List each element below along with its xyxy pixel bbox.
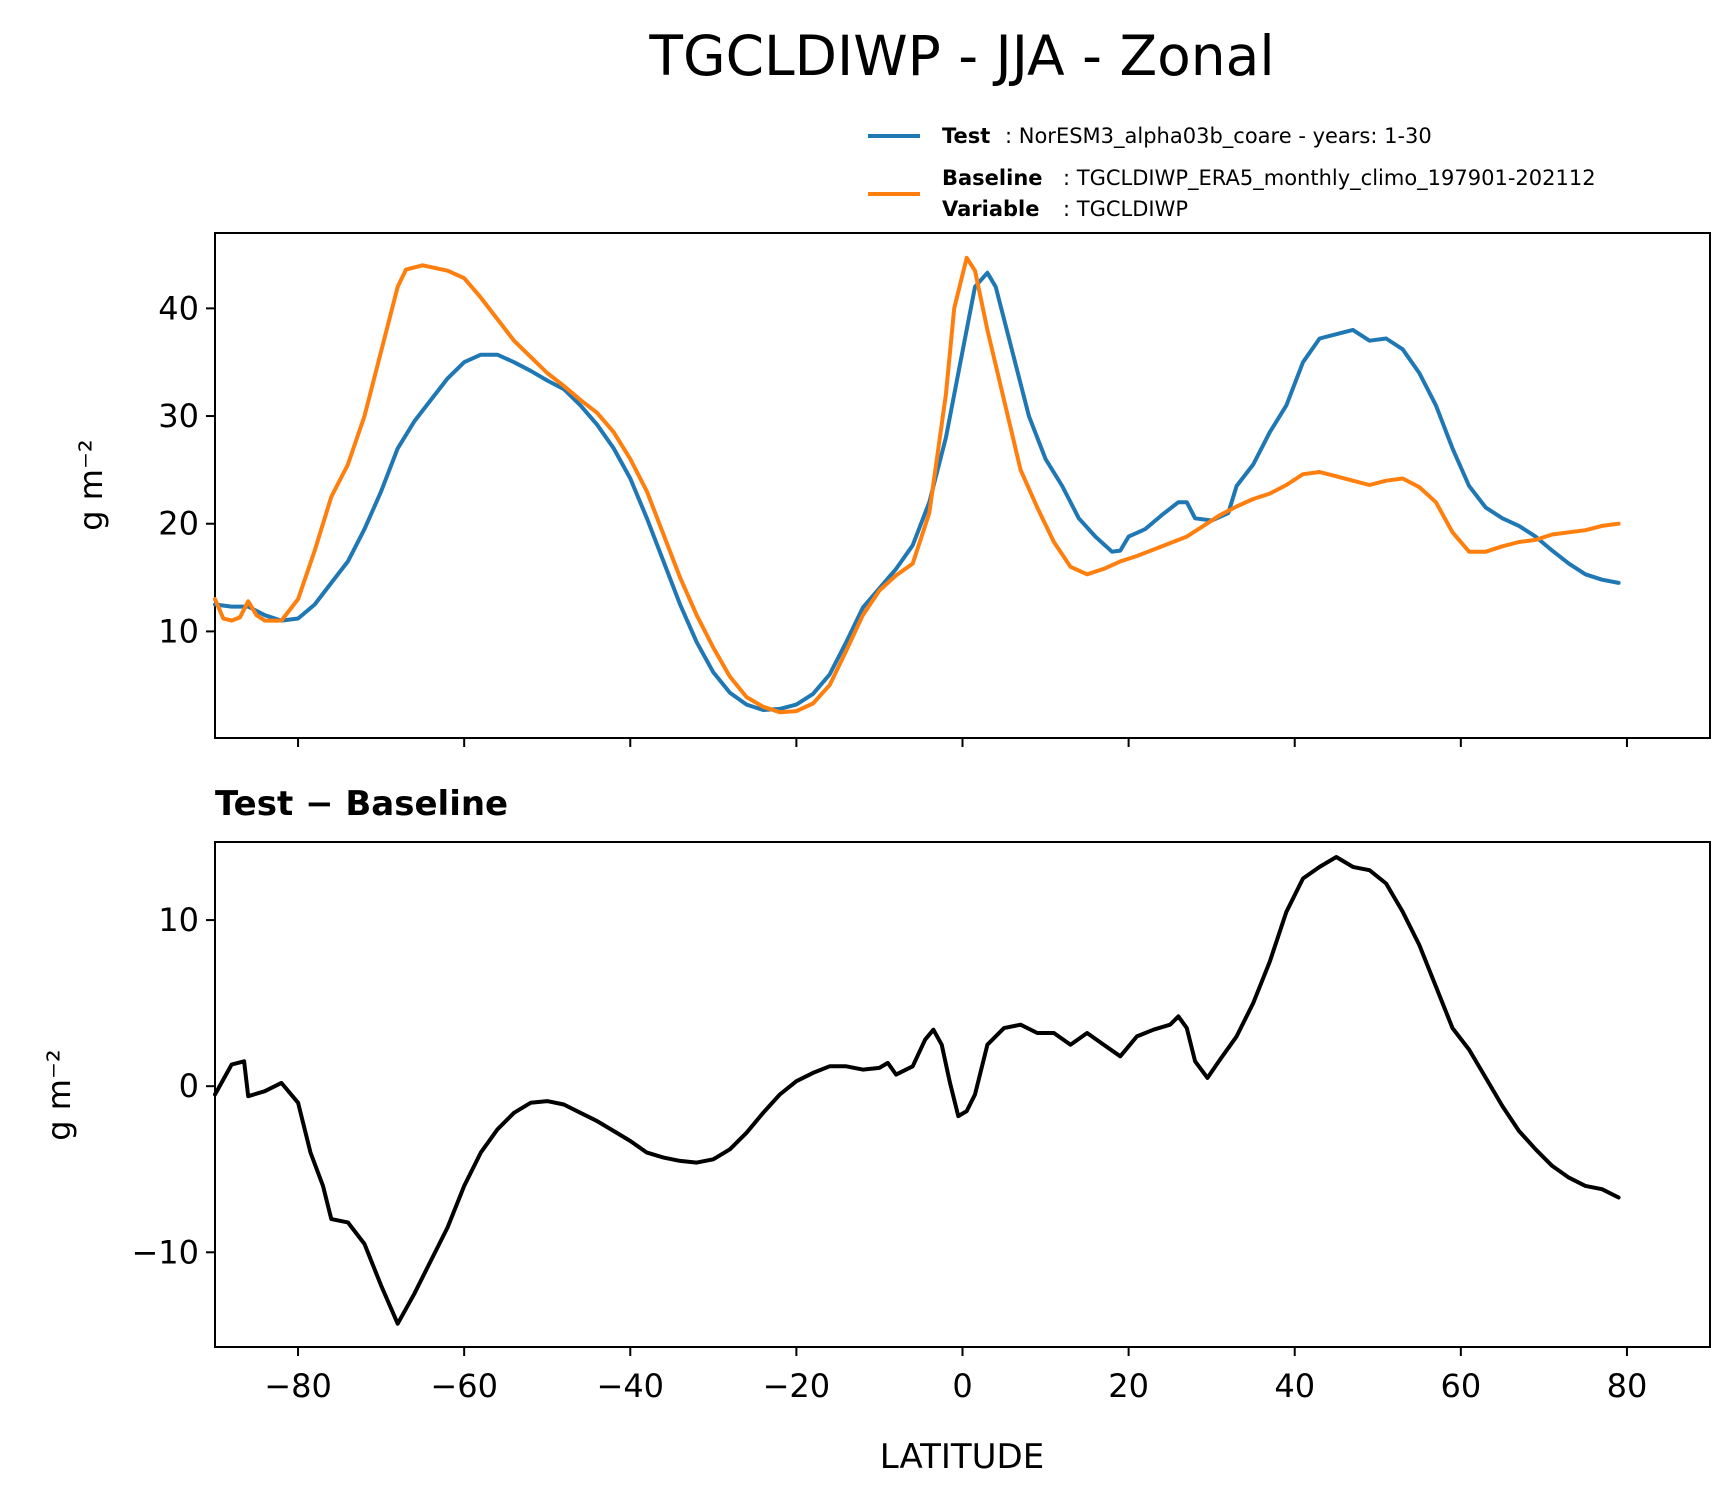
bottom-y-axis-label: g m⁻² bbox=[40, 1049, 78, 1140]
top-y-tick-label: 10 bbox=[158, 612, 199, 650]
bottom-y-tick-label: 10 bbox=[158, 901, 199, 939]
x-axis-label: LATITUDE bbox=[880, 1437, 1044, 1477]
bottom-y-tick-label: 0 bbox=[179, 1067, 199, 1105]
bottom-x-tick-label: 60 bbox=[1440, 1367, 1481, 1405]
top-y-axis: 10 20 30 40 bbox=[158, 289, 215, 650]
bottom-x-tick-label: −20 bbox=[763, 1367, 831, 1405]
bottom-panel: Test − Baseline −10 0 10 −80 −60 −40 −20 0 20 40… bbox=[40, 784, 1711, 1477]
top-series-group bbox=[213, 255, 1621, 715]
bottom-x-axis: −80 −60 −40 −20 0 20 40 60 80 bbox=[264, 1347, 1647, 1405]
bottom-y-tick-label: −10 bbox=[131, 1233, 199, 1271]
figure-title: TGCLDIWP - JJA - Zonal bbox=[648, 24, 1274, 88]
top-series-test bbox=[213, 270, 1621, 712]
legend-variable-value: : TGCLDIWP bbox=[1063, 197, 1188, 221]
legend-test-value: : NorESM3_alpha03b_coare - years: 1-30 bbox=[1005, 124, 1432, 149]
top-series-baseline bbox=[213, 255, 1621, 715]
top-panel: 10 20 30 40 g m⁻² bbox=[72, 232, 1711, 747]
legend-baseline-value: : TGCLDIWP_ERA5_monthly_climo_197901-202… bbox=[1063, 166, 1596, 191]
bottom-x-tick-label: 40 bbox=[1274, 1367, 1315, 1405]
bottom-x-tick-label: 20 bbox=[1108, 1367, 1149, 1405]
top-y-axis-label: g m⁻² bbox=[72, 439, 110, 530]
bottom-series-group bbox=[213, 855, 1621, 1326]
bottom-panel-title: Test − Baseline bbox=[215, 784, 508, 824]
legend-test-key: Test bbox=[942, 124, 990, 148]
bottom-x-tick-label: −80 bbox=[264, 1367, 332, 1405]
bottom-y-axis: −10 0 10 bbox=[131, 901, 215, 1271]
top-y-tick-label: 40 bbox=[158, 289, 199, 327]
bottom-x-tick-label: −40 bbox=[597, 1367, 665, 1405]
bottom-x-tick-label: 80 bbox=[1607, 1367, 1648, 1405]
top-y-tick-label: 30 bbox=[158, 397, 199, 435]
bottom-x-tick-label: 0 bbox=[952, 1367, 972, 1405]
legend-baseline-key: Baseline bbox=[942, 166, 1043, 190]
legend: Test : NorESM3_alpha03b_coare - years: 1… bbox=[868, 124, 1596, 221]
top-y-tick-label: 20 bbox=[158, 505, 199, 543]
bottom-x-tick-label: −60 bbox=[430, 1367, 498, 1405]
top-x-axis bbox=[297, 738, 1628, 747]
legend-variable-key: Variable bbox=[942, 197, 1039, 221]
bottom-series-test-baseline bbox=[213, 855, 1621, 1326]
